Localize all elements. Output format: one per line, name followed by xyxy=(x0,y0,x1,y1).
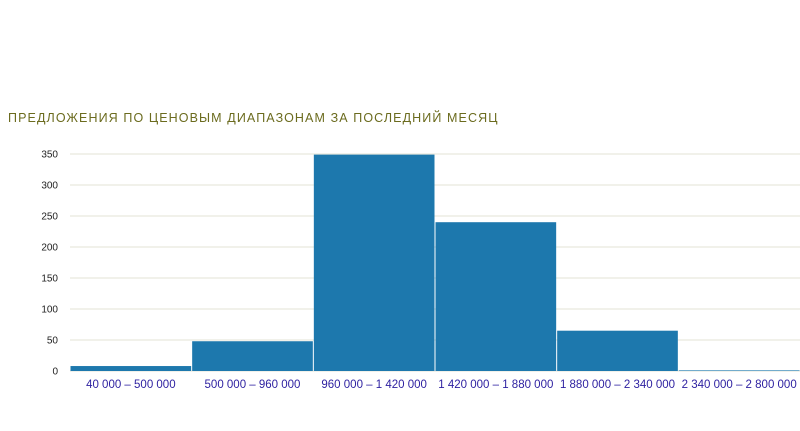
histogram-bar xyxy=(557,330,678,371)
x-tick-label: 960 000 – 1 420 000 xyxy=(321,379,427,391)
histogram-bar xyxy=(313,154,435,371)
histogram-bar xyxy=(70,366,192,371)
x-axis-ticks: 40 000 – 500 000 500 000 – 960 000 960 000… xyxy=(86,379,797,391)
chart-title: ПРЕДЛОЖЕНИЯ ПО ЦЕНОВЫМ ДИАПАЗОНАМ ЗА ПОС… xyxy=(8,111,499,125)
y-tick-label: 100 xyxy=(41,305,58,316)
y-tick-label: 350 xyxy=(41,150,58,161)
histogram-bar xyxy=(678,370,800,371)
bars xyxy=(70,154,800,371)
x-tick-label: 1 420 000 – 1 880 000 xyxy=(438,379,553,391)
x-tick-label: 40 000 – 500 000 xyxy=(86,379,176,391)
histogram-bar xyxy=(435,222,557,371)
y-axis-ticks: 0 50 100 150 200 250 300 350 xyxy=(41,150,58,378)
x-tick-label: 500 000 – 960 000 xyxy=(205,379,301,391)
y-tick-label: 300 xyxy=(41,181,58,192)
histogram-bar xyxy=(192,341,313,371)
y-tick-label: 0 xyxy=(52,367,58,378)
y-tick-label: 200 xyxy=(41,243,58,254)
grid-lines xyxy=(70,153,800,372)
x-tick-label: 1 880 000 – 2 340 000 xyxy=(560,379,675,391)
x-tick-label: 2 340 000 – 2 800 000 xyxy=(682,379,797,391)
y-tick-label: 50 xyxy=(47,336,59,347)
y-tick-label: 250 xyxy=(41,212,58,223)
y-tick-label: 150 xyxy=(41,274,58,285)
